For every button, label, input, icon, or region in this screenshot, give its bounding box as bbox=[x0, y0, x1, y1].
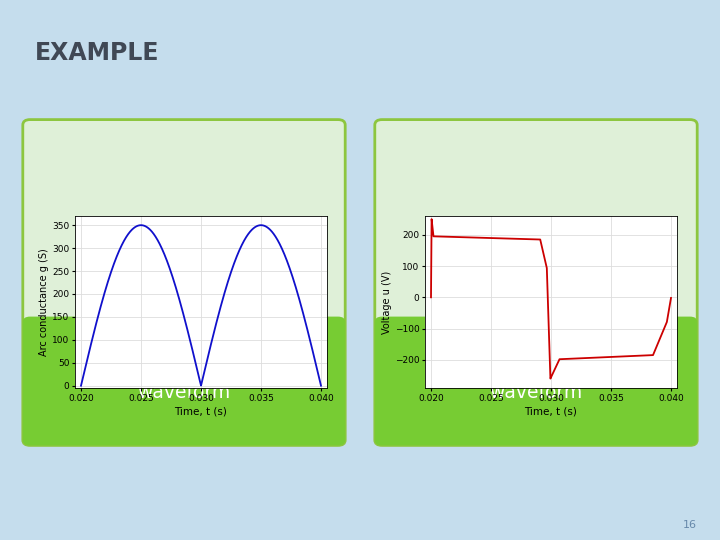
Text: 16: 16 bbox=[683, 520, 697, 530]
X-axis label: Time, t (s): Time, t (s) bbox=[174, 407, 228, 417]
X-axis label: Time, t (s): Time, t (s) bbox=[525, 407, 577, 417]
Y-axis label: Voltage u (V): Voltage u (V) bbox=[382, 271, 392, 334]
Text: Arc conductance
waveform: Arc conductance waveform bbox=[106, 361, 262, 402]
Y-axis label: Arc conductance g (S): Arc conductance g (S) bbox=[40, 248, 50, 356]
Text: Arc voltage
waveform: Arc voltage waveform bbox=[482, 361, 589, 402]
Text: EXAMPLE: EXAMPLE bbox=[35, 40, 159, 64]
